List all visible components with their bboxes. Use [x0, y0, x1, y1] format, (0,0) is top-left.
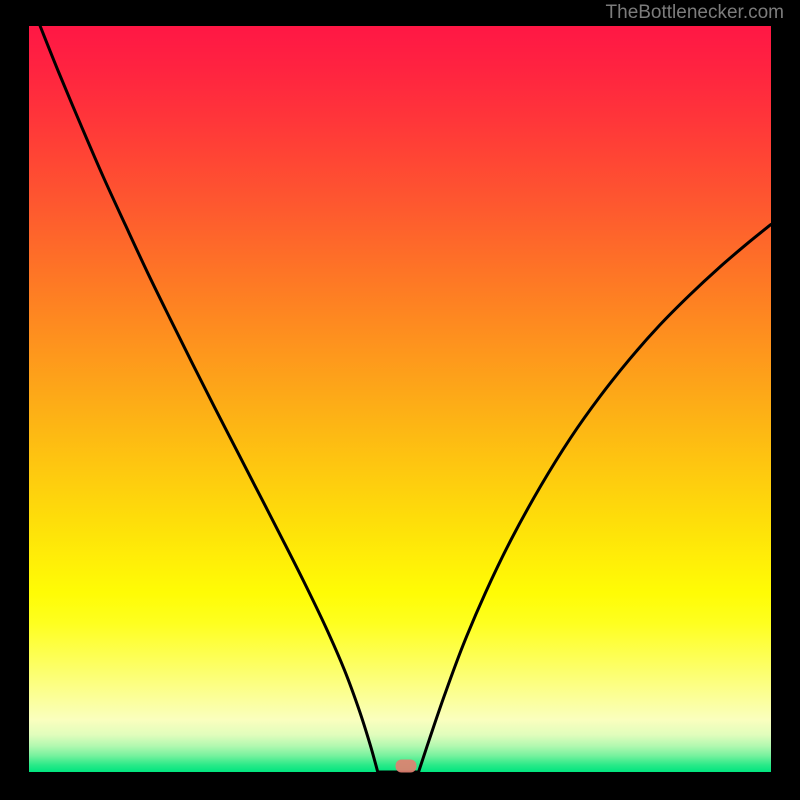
- chart-container: TheBottlenecker.com: [0, 0, 800, 800]
- watermark-text: TheBottlenecker.com: [606, 2, 784, 24]
- gradient-plot-area: [29, 26, 771, 772]
- optimum-marker: [395, 760, 416, 773]
